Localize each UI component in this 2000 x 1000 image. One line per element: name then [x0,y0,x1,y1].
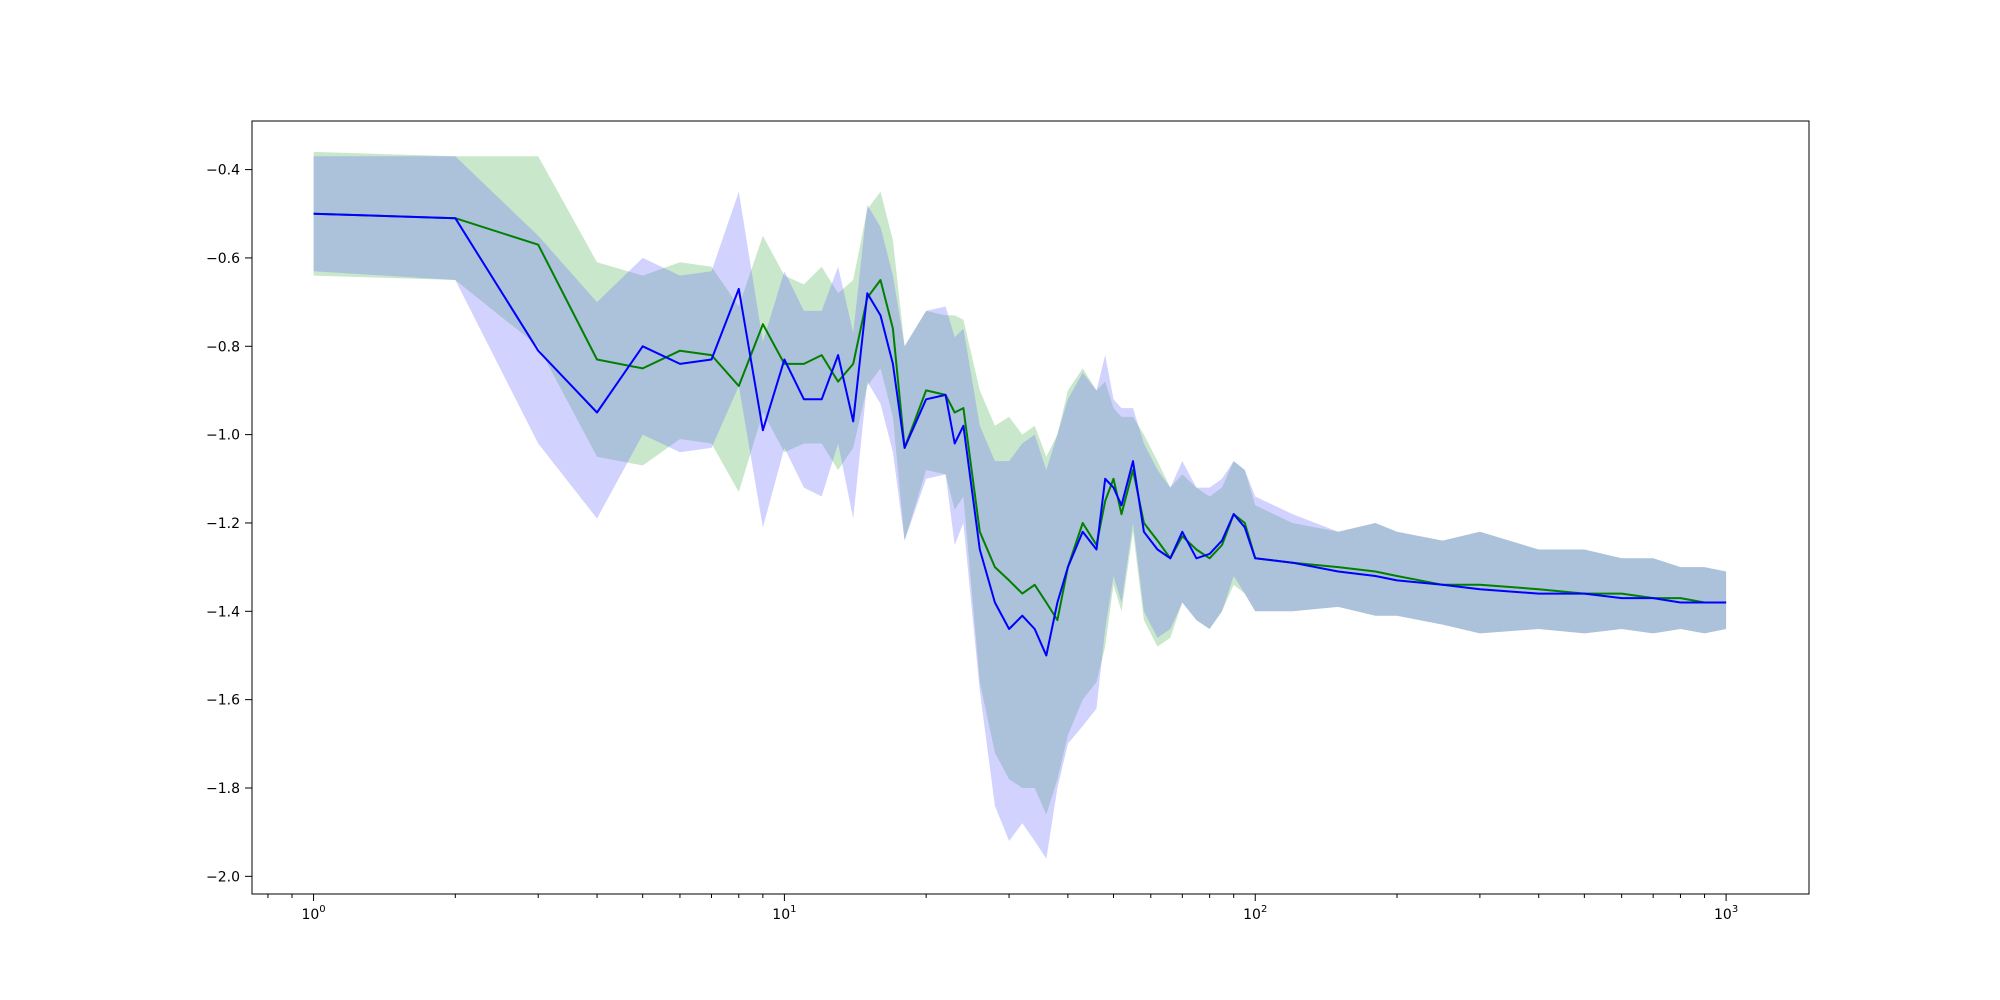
confidence-bands [313,151,1727,859]
y-axis: −0.4 −0.6 −0.8 −1.0 −1.2 −1.4 −1.6 −1.8 −2.0 [206,163,252,885]
x-tick-label: 103 [1714,904,1738,923]
y-tick-label: −0.8 [206,339,240,355]
y-tick-label: −0.6 [206,251,240,267]
series-lines [313,212,1727,657]
y-tick-label: −1.2 [206,516,240,532]
band-series-0 [313,151,1727,815]
band-series-1 [313,156,1727,859]
x-axis: 100 101 102 103 [267,894,1738,923]
x-tick-label: 102 [1243,904,1267,923]
line-series-1 [313,212,1727,657]
plot-frame [251,120,1810,895]
x-tick-label: 101 [772,904,796,923]
y-tick-label: −1.4 [206,604,240,620]
y-tick-label: −2.0 [206,869,240,885]
x-tick-label: 100 [301,904,325,923]
y-tick-label: −0.4 [206,163,240,179]
y-tick-label: −1.8 [206,781,240,797]
y-tick-label: −1.0 [206,428,240,444]
y-tick-label: −1.6 [206,693,240,709]
